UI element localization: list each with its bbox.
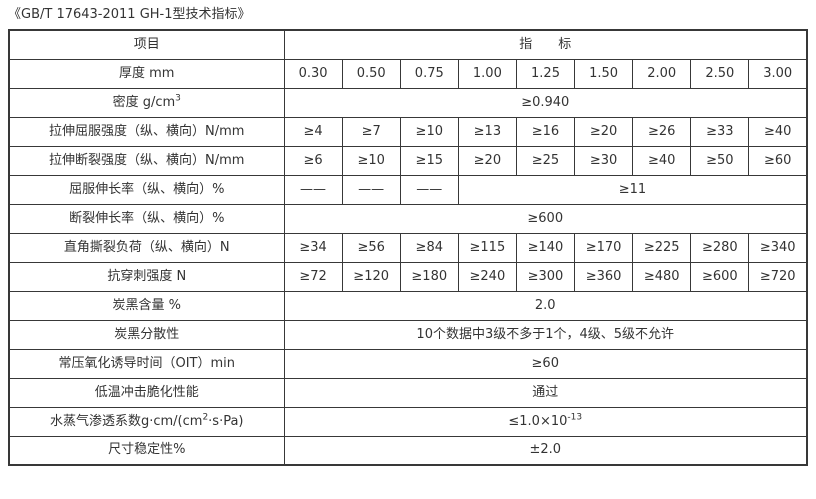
text-segment: 水蒸气渗透系数g·cm/(cm: [49, 413, 203, 429]
value-cell: 1.50: [574, 58, 634, 89]
value-cell: ≥13: [457, 116, 517, 147]
table-row: 屈服伸长率（纵、横向）% —— —— —— ≥11: [8, 174, 808, 205]
row-label-cell: 拉伸断裂强度（纵、横向）N/mm: [8, 145, 285, 176]
value-cell: ≥180: [399, 261, 459, 292]
value-cell: ≥280: [690, 232, 750, 263]
value-cell: ≥7: [341, 116, 401, 147]
value-cell: 通过: [283, 377, 808, 408]
value-cell: ≥40: [748, 116, 808, 147]
value-cell: ≥15: [399, 145, 459, 176]
text-segment: ·s·Pa): [208, 413, 244, 429]
value-cell: ≥20: [457, 145, 517, 176]
row-label-cell: 屈服伸长率（纵、横向）%: [8, 174, 285, 205]
table-row: 水蒸气渗透系数g·cm/(cm2·s·Pa) ≤1.0×10-13: [8, 406, 808, 437]
value-cell: ±2.0: [283, 435, 808, 466]
row-label-cell: 常压氧化诱导时间（OIT）min: [8, 348, 285, 379]
value-cell: ≥340: [748, 232, 808, 263]
page-title: 《GB/T 17643-2011 GH-1型技术指标》: [8, 7, 251, 22]
table-row: 拉伸屈服强度（纵、横向）N/mm ≥4 ≥7 ≥10 ≥13 ≥16 ≥20 ≥26 ≥33 ≥4…: [8, 116, 808, 147]
value-cell: 3.00: [748, 58, 808, 89]
row-label-cell: 抗穿刺强度 N: [8, 261, 285, 292]
value-cell: ≥600: [283, 203, 808, 234]
table-row: 炭黑含量 % 2.0: [8, 290, 808, 321]
spec-table: 项目指 标厚度 mm 0.30 0.50 0.75 1.00 1.25 1.50 2.00 2.…: [8, 29, 808, 466]
value-cell: ——: [283, 174, 343, 205]
value-cell: ≥30: [574, 145, 634, 176]
value-cell: ——: [399, 174, 459, 205]
value-cell: ≥6: [283, 145, 343, 176]
row-label-cell: 厚度 mm: [8, 58, 285, 89]
text-segment: ≤1.0×10: [508, 413, 568, 429]
value-cell: 10个数据中3级不多于1个，4级、5级不允许: [283, 319, 808, 350]
value-cell: ≥225: [632, 232, 692, 263]
row-label-cell: 密度 g/cm3: [8, 87, 285, 118]
value-cell: ≥240: [457, 261, 517, 292]
text-segment: 密度 g/cm: [112, 94, 176, 110]
value-cell: ≥16: [515, 116, 576, 147]
table-row: 常压氧化诱导时间（OIT）min ≥60: [8, 348, 808, 379]
row-label-cell: 直角撕裂负荷（纵、横向）N: [8, 232, 285, 263]
value-cell: ≥170: [574, 232, 634, 263]
value-cell: ≥300: [515, 261, 576, 292]
row-label-cell: 炭黑分散性: [8, 319, 285, 350]
value-cell: ≥33: [690, 116, 750, 147]
row-label-cell: 拉伸屈服强度（纵、横向）N/mm: [8, 116, 285, 147]
value-cell: 2.0: [283, 290, 808, 321]
value-cell: ≥10: [399, 116, 459, 147]
value-cell: ≥360: [574, 261, 634, 292]
value-cell: 1.00: [457, 58, 517, 89]
row-label-cell: 低温冲击脆化性能: [8, 377, 285, 408]
value-cell: ≥20: [574, 116, 634, 147]
value-cell: 2.50: [690, 58, 750, 89]
superscript: 2: [202, 412, 209, 423]
table-row: 断裂伸长率（纵、横向）% ≥600: [8, 203, 808, 234]
value-cell: ≥34: [283, 232, 343, 263]
table-row: 尺寸稳定性% ±2.0: [8, 435, 808, 466]
value-cell: 0.50: [341, 58, 401, 89]
value-cell: ≥720: [748, 261, 808, 292]
superscript: -13: [567, 412, 583, 423]
table-row: 厚度 mm 0.30 0.50 0.75 1.00 1.25 1.50 2.00 2.50 3.0…: [8, 58, 808, 89]
value-cell: ≥120: [341, 261, 401, 292]
value-cell: ≥600: [690, 261, 750, 292]
superscript: 3: [175, 93, 181, 104]
value-cell: ——: [341, 174, 401, 205]
value-cell: ≥0.940: [283, 87, 808, 118]
value-cell: ≥26: [632, 116, 692, 147]
value-cell: ≥140: [515, 232, 576, 263]
value-cell: ≥60: [748, 145, 808, 176]
table-row: 密度 g/cm3 ≥0.940: [8, 87, 808, 118]
value-cell: ≥25: [515, 145, 576, 176]
table-row: 项目指 标: [8, 29, 808, 60]
value-cell: ≥480: [632, 261, 692, 292]
value-cell: ≥11: [457, 174, 808, 205]
row-label-cell: 炭黑含量 %: [8, 290, 285, 321]
table-row: 炭黑分散性 10个数据中3级不多于1个，4级、5级不允许: [8, 319, 808, 350]
value-cell: ≤1.0×10-13: [283, 406, 808, 437]
value-cell: ≥10: [341, 145, 401, 176]
value-cell: ≥115: [457, 232, 517, 263]
row-label-cell: 水蒸气渗透系数g·cm/(cm2·s·Pa): [8, 406, 285, 437]
value-cell: 0.30: [283, 58, 343, 89]
row-label-cell: 项目: [8, 29, 285, 60]
spec-table-body: 项目指 标厚度 mm 0.30 0.50 0.75 1.00 1.25 1.50 2.00 2.…: [8, 29, 808, 466]
row-label-cell: 断裂伸长率（纵、横向）%: [8, 203, 285, 234]
value-cell: 指 标: [283, 29, 808, 60]
value-cell: ≥84: [399, 232, 459, 263]
value-cell: ≥40: [632, 145, 692, 176]
table-row: 低温冲击脆化性能 通过: [8, 377, 808, 408]
value-cell: 0.75: [399, 58, 459, 89]
table-row: 拉伸断裂强度（纵、横向）N/mm ≥6 ≥10 ≥15 ≥20 ≥25 ≥30 ≥40 ≥50 ≥…: [8, 145, 808, 176]
value-cell: ≥60: [283, 348, 808, 379]
table-row: 直角撕裂负荷（纵、横向）N ≥34 ≥56 ≥84 ≥115 ≥140 ≥170 ≥225 ≥2…: [8, 232, 808, 263]
table-row: 抗穿刺强度 N ≥72 ≥120 ≥180 ≥240 ≥300 ≥360 ≥480 ≥600 ≥7…: [8, 261, 808, 292]
value-cell: 2.00: [632, 58, 692, 89]
value-cell: ≥4: [283, 116, 343, 147]
value-cell: ≥72: [283, 261, 343, 292]
value-cell: ≥50: [690, 145, 750, 176]
value-cell: 1.25: [515, 58, 576, 89]
row-label-cell: 尺寸稳定性%: [8, 435, 285, 466]
value-cell: ≥56: [341, 232, 401, 263]
